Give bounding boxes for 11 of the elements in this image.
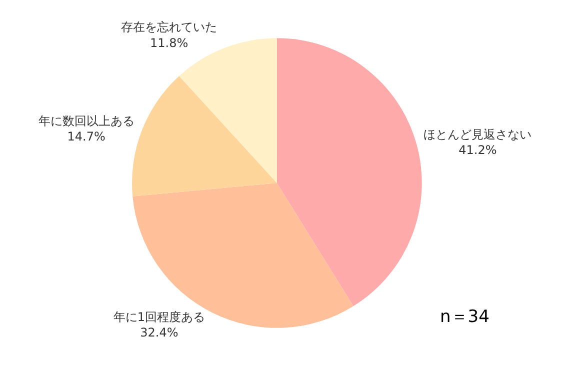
slice-label: 存在を忘れていた: [121, 20, 218, 34]
pie-slice: [276, 38, 422, 306]
pie-slice: [132, 76, 277, 196]
data-label: 14.7%: [67, 130, 106, 144]
text: n＝34: [440, 307, 490, 327]
data-label: 11.8%: [150, 36, 188, 50]
slice-label: 年に数回以上ある: [38, 114, 134, 128]
data-label: 32.4%: [140, 325, 178, 340]
slice-label: 年に1回程度ある: [113, 310, 206, 324]
slice-label: ほとんど見返さない: [424, 127, 532, 142]
data-label: 41.2%: [458, 142, 497, 157]
